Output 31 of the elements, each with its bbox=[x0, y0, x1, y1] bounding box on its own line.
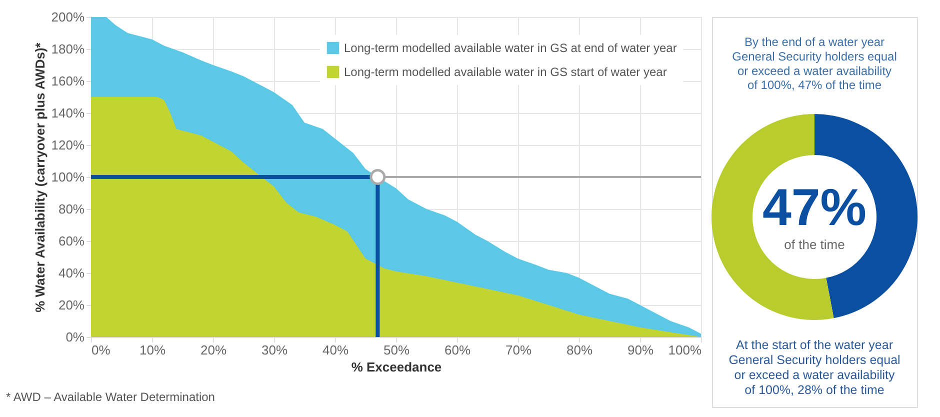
x-tick-label: 70% bbox=[505, 342, 532, 358]
text: By the end of a water year General Security holders equal or exceed a water availability of 100%, 47% of the time bbox=[732, 35, 897, 92]
y-tick-label: 0% bbox=[66, 330, 85, 344]
x-tick-label: 60% bbox=[444, 342, 471, 358]
x-axis-title: % Exceedance bbox=[351, 360, 442, 374]
y-tick-label: 160% bbox=[51, 74, 85, 88]
y-tick-label: 140% bbox=[51, 106, 85, 120]
x-tick-label: 10% bbox=[139, 342, 166, 358]
legend-label: Long-term modelled available water in GS start of water year bbox=[344, 65, 667, 79]
text: of the time bbox=[784, 237, 845, 252]
y-tick-label: 100% bbox=[51, 170, 85, 184]
legend-label: Long-term modelled available water in GS at end of water year bbox=[344, 41, 677, 55]
y-tick-label: 60% bbox=[58, 234, 85, 248]
x-tick-label: 30% bbox=[261, 342, 288, 358]
x-tick-label: 50% bbox=[383, 342, 410, 358]
x-tick-label: 80% bbox=[566, 342, 593, 358]
y-tick-label: 200% bbox=[51, 10, 85, 24]
text: 47% bbox=[762, 179, 867, 237]
x-tick-label: 90% bbox=[627, 342, 654, 358]
text: * AWD – Available Water Determination bbox=[6, 390, 215, 404]
x-tick-label: 20% bbox=[200, 342, 227, 358]
x-tick-label: 100% bbox=[668, 342, 702, 358]
y-axis-title: % Water Availability (carryover plus AWDs)* bbox=[32, 42, 48, 312]
x-tick-label: 40% bbox=[322, 342, 349, 358]
y-tick-label: 180% bbox=[51, 42, 85, 56]
y-tick-label: 80% bbox=[58, 202, 85, 216]
y-tick-label: 40% bbox=[58, 266, 85, 280]
x-tick-label: 0% bbox=[92, 342, 111, 358]
y-tick-label: 120% bbox=[51, 138, 85, 152]
y-tick-label: 20% bbox=[58, 298, 85, 312]
text: At the start of the water year General Security holders equal or exceed a water availability of 100%, 28% of the time bbox=[728, 338, 900, 397]
